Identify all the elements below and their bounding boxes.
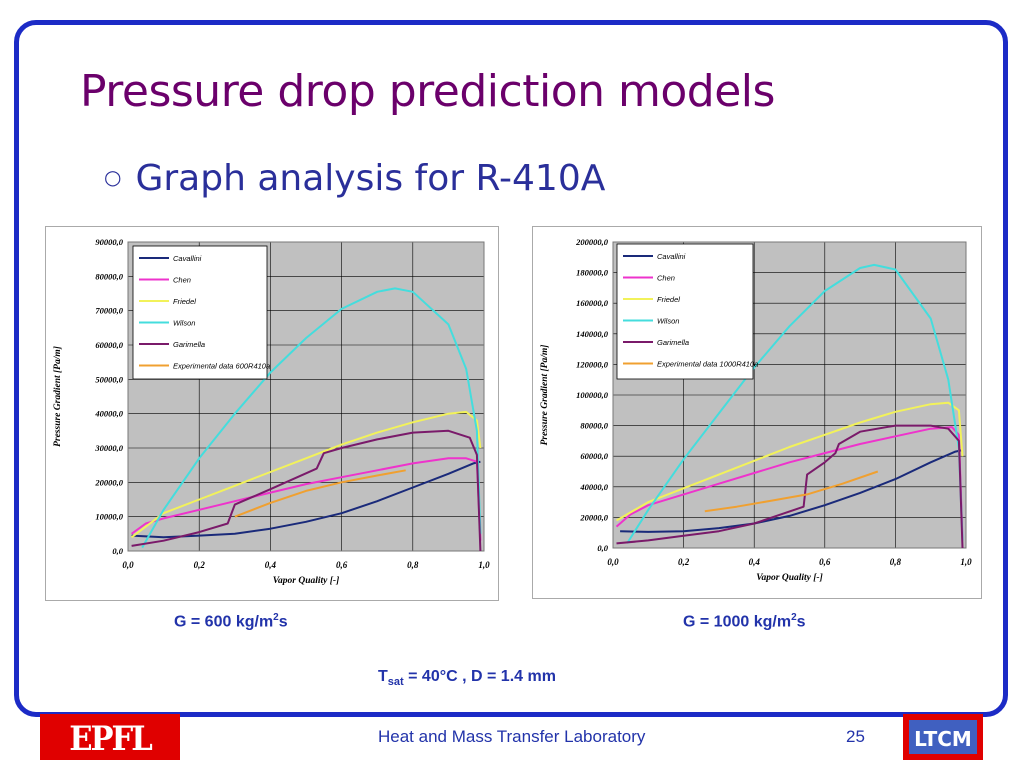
cond-text: = 40°C , D = 1.4 mm bbox=[403, 668, 556, 685]
ltcm-logo: LTCM bbox=[903, 714, 983, 760]
caption-g600-suffix: s bbox=[278, 613, 288, 631]
series-line-cavallini bbox=[131, 460, 481, 539]
ltcm-logo-wordmark: LTCM bbox=[914, 727, 972, 751]
y-tick-label: 120000,0 bbox=[576, 359, 609, 369]
epfl-logo-wordmark: EPFL bbox=[69, 719, 152, 759]
series-line-chen bbox=[615, 426, 964, 541]
series-line-cavallini bbox=[620, 449, 963, 533]
y-tick-label: 200000,0 bbox=[575, 237, 609, 247]
x-tick-label: 0,2 bbox=[678, 557, 690, 567]
chart-g600-svg: 0,0 10000,0 20000,0 30000,0 40000,0 50000,0 60… bbox=[53, 237, 490, 586]
legend-box bbox=[132, 245, 268, 380]
series-line-friedel bbox=[615, 401, 964, 522]
legend-entry: Cavallini bbox=[657, 252, 686, 261]
y-tick-label: 0,0 bbox=[112, 546, 123, 556]
series-line-experimental bbox=[704, 470, 879, 513]
plot-border bbox=[612, 241, 967, 549]
epfl-logo: EPFL bbox=[40, 714, 180, 760]
legend-entry: Garimella bbox=[657, 338, 689, 347]
caption-g1000-prefix: G = 1000 kg/m bbox=[683, 613, 792, 631]
y-tick-label: 40000,0 bbox=[94, 409, 123, 419]
x-tick-label: 0,8 bbox=[407, 560, 419, 570]
legend-entry: Friedel bbox=[173, 297, 196, 306]
series-line-garimella bbox=[131, 429, 482, 552]
cond-symbol: T bbox=[378, 668, 388, 685]
y-tick-label: 140000,0 bbox=[576, 329, 609, 339]
chart-g600: 0,0 10000,0 20000,0 30000,0 40000,0 50000,0 60… bbox=[45, 226, 499, 601]
y-tick-label: 180000,0 bbox=[576, 268, 609, 278]
y-tick-label: 100000,0 bbox=[576, 390, 609, 400]
y-tick-label: 60000,0 bbox=[580, 451, 608, 461]
x-tick-label: 0,0 bbox=[122, 560, 134, 570]
x-tick-label: 0,4 bbox=[749, 557, 761, 567]
series-line-garimella bbox=[616, 424, 964, 549]
y-tick-label: 90000,0 bbox=[95, 237, 123, 247]
legend-entry: Wilson bbox=[173, 319, 195, 328]
caption-g600: G = 600 kg/m2s bbox=[174, 612, 288, 631]
bullet-item: ○ Graph analysis for R-410A bbox=[104, 158, 605, 199]
x-tick-label: 0,0 bbox=[607, 557, 619, 567]
caption-g600-prefix: G = 600 kg/m bbox=[174, 613, 274, 631]
chart-g1000-svg: 0,0 20000,0 40000,0 60000,0 80000,0 100000,0 1… bbox=[540, 237, 972, 583]
y-axis-label: Pressure Gradient [Pa/m] bbox=[53, 346, 63, 447]
series-line-experimental bbox=[234, 469, 406, 518]
legend-entry: Friedel bbox=[657, 295, 680, 304]
legend-entry: Experimental data 600R410a bbox=[173, 362, 270, 371]
ltcm-logo-icon: LTCM bbox=[903, 714, 983, 760]
x-tick-label: 1,0 bbox=[478, 560, 490, 570]
y-tick-label: 60000,0 bbox=[95, 340, 123, 350]
y-tick-label: 80000,0 bbox=[580, 421, 608, 431]
y-tick-label: 50000,0 bbox=[95, 374, 123, 384]
y-tick-label: 80000,0 bbox=[95, 271, 123, 281]
page-number: 25 bbox=[846, 727, 865, 746]
footer-lab-name: Heat and Mass Transfer Laboratory bbox=[378, 727, 646, 746]
x-tick-label: 0,6 bbox=[336, 560, 348, 570]
bullet-marker-icon: ○ bbox=[104, 165, 122, 189]
legend-entry: Experimental data 1000R410a bbox=[657, 360, 758, 369]
legend-entry: Chen bbox=[173, 276, 191, 285]
chart-g1000: 0,0 20000,0 40000,0 60000,0 80000,0 100000,0 1… bbox=[532, 226, 982, 599]
x-tick-label: 0,4 bbox=[265, 560, 277, 570]
y-tick-label: 0,0 bbox=[597, 543, 608, 553]
bullet-text: Graph analysis for R-410A bbox=[135, 158, 606, 199]
x-axis-label: Vapor Quality [-] bbox=[756, 573, 823, 583]
x-tick-label: 0,2 bbox=[194, 560, 206, 570]
legend-entry: Cavallini bbox=[173, 254, 202, 263]
caption-g1000: G = 1000 kg/m2s bbox=[683, 612, 806, 631]
legend-entry: Garimella bbox=[173, 340, 205, 349]
y-tick-label: 160000,0 bbox=[576, 298, 609, 308]
y-tick-label: 30000,0 bbox=[94, 443, 123, 453]
series-line-friedel bbox=[130, 410, 482, 539]
y-tick-label: 20000,0 bbox=[94, 477, 123, 487]
y-tick-label: 70000,0 bbox=[95, 306, 123, 316]
series-line-wilson bbox=[141, 287, 482, 549]
caption-g1000-sup: 2 bbox=[791, 612, 797, 623]
legend-entry: Wilson bbox=[657, 317, 679, 326]
y-tick-label: 10000,0 bbox=[95, 512, 123, 522]
y-tick-label: 20000,0 bbox=[579, 512, 608, 522]
y-tick-label: 40000,0 bbox=[579, 482, 608, 492]
x-tick-label: 0,6 bbox=[819, 557, 831, 567]
x-tick-label: 1,0 bbox=[960, 557, 972, 567]
conditions-caption: Tsat = 40°C , D = 1.4 mm bbox=[378, 668, 556, 688]
series-line-chen bbox=[131, 457, 482, 541]
plot-border bbox=[127, 241, 485, 552]
caption-g1000-suffix: s bbox=[796, 613, 806, 631]
cond-subscript: sat bbox=[387, 676, 404, 689]
legend-box bbox=[616, 243, 754, 380]
x-axis-label: Vapor Quality [-] bbox=[273, 576, 340, 586]
epfl-logo-icon: EPFL bbox=[40, 714, 180, 760]
x-tick-label: 0,8 bbox=[890, 557, 902, 567]
slide-title: Pressure drop prediction models bbox=[80, 66, 775, 117]
series-line-wilson bbox=[626, 263, 964, 544]
legend-entry: Chen bbox=[657, 274, 675, 283]
caption-g600-sup: 2 bbox=[273, 612, 279, 623]
y-axis-label: Pressure Gradient [Pa/m] bbox=[540, 345, 550, 446]
